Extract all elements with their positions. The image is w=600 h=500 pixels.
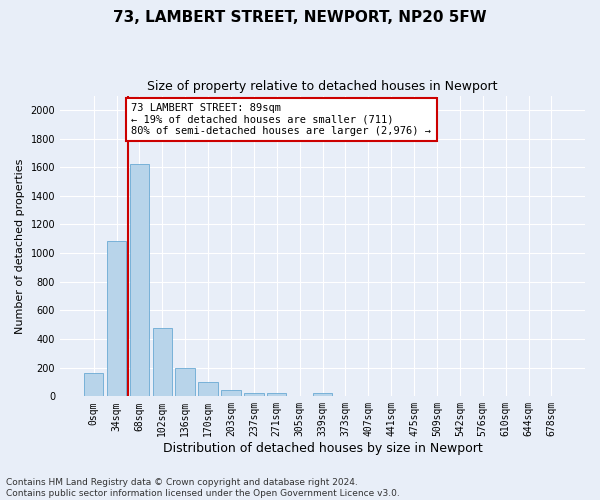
Bar — [84, 372, 103, 396]
Bar — [107, 241, 126, 396]
Bar — [130, 164, 149, 396]
Y-axis label: Number of detached properties: Number of detached properties — [15, 158, 25, 334]
Bar — [267, 394, 286, 396]
Bar — [313, 394, 332, 396]
Title: Size of property relative to detached houses in Newport: Size of property relative to detached ho… — [147, 80, 498, 93]
Bar — [152, 328, 172, 396]
Bar — [244, 393, 263, 396]
Bar — [199, 382, 218, 396]
Text: 73 LAMBERT STREET: 89sqm
← 19% of detached houses are smaller (711)
80% of semi-: 73 LAMBERT STREET: 89sqm ← 19% of detach… — [131, 102, 431, 136]
Text: 73, LAMBERT STREET, NEWPORT, NP20 5FW: 73, LAMBERT STREET, NEWPORT, NP20 5FW — [113, 10, 487, 25]
Bar — [221, 390, 241, 396]
X-axis label: Distribution of detached houses by size in Newport: Distribution of detached houses by size … — [163, 442, 482, 455]
Bar — [175, 368, 195, 396]
Text: Contains HM Land Registry data © Crown copyright and database right 2024.
Contai: Contains HM Land Registry data © Crown c… — [6, 478, 400, 498]
